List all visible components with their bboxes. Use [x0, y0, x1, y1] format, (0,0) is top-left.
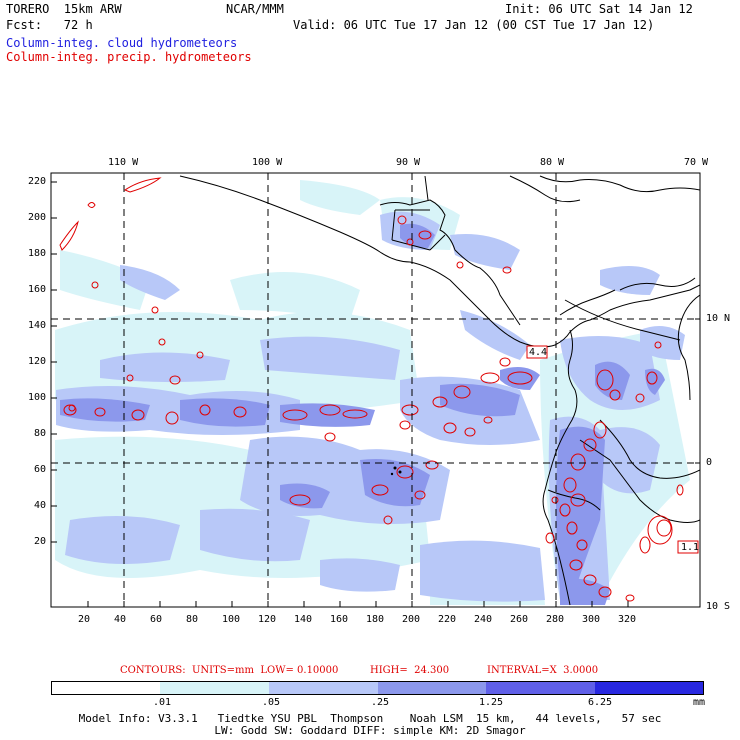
grid-y-tick-label: 140: [27, 320, 46, 331]
grid-x-tick-label: 160: [330, 614, 349, 625]
field-cloud-label: Column-integ. cloud hydrometeors: [6, 36, 238, 50]
grid-x-tick-label: 280: [546, 614, 565, 625]
grid-x-tick-label: 40: [114, 614, 127, 625]
grid-y-tick-label: 160: [27, 284, 46, 295]
contour-units-low: CONTOURS: UNITS=mm LOW= 0.10000: [120, 665, 339, 676]
grid-x-tick-label: 60: [150, 614, 163, 625]
axis-ticks: [51, 173, 701, 608]
legend-color-swatch: [52, 682, 160, 694]
map-point-markers: [390, 466, 402, 476]
field-precip-label: Column-integ. precip. hydrometeors: [6, 50, 252, 64]
valid-time: Valid: 06 UTC Tue 17 Jan 12 (00 CST Tue …: [293, 18, 655, 32]
grid-x-tick-label: 100: [222, 614, 241, 625]
legend-value: 6.25: [588, 697, 613, 708]
legend-color-swatch: [595, 682, 703, 694]
legend-unit: mm: [693, 697, 706, 708]
legend-colorbar: [51, 681, 704, 695]
legend-value: .25: [371, 697, 390, 708]
longitude-label: 110 W: [108, 157, 139, 168]
boxed-label-min-text: 1.1: [681, 542, 700, 553]
legend-color-swatch: [378, 682, 486, 694]
forecast-hour: Fcst: 72 h: [6, 18, 93, 32]
legend-color-swatch: [486, 682, 595, 694]
coastlines: [179, 175, 700, 606]
grid-x-tick-label: 260: [510, 614, 529, 625]
legend-color-swatch: [160, 682, 269, 694]
legend-color-swatch: [269, 682, 378, 694]
latitude-label: 10 S: [706, 601, 731, 612]
latitude-label: 0: [706, 457, 713, 468]
grid-x-tick-label: 320: [618, 614, 637, 625]
model-physics: LW: Godd SW: Goddard DIFF: simple KM: 2D…: [214, 724, 526, 737]
map-field: [55, 175, 700, 606]
grid-x-tick-label: 180: [366, 614, 385, 625]
longitude-label: 70 W: [684, 157, 709, 168]
boxed-label-max-text: 4.4: [529, 347, 548, 358]
org-label: NCAR/MMM: [226, 2, 284, 16]
grid-y-tick-label: 100: [27, 392, 46, 403]
precip-contours: [59, 177, 684, 602]
model-title: TORERO 15km ARW: [6, 2, 122, 16]
longitude-label: 90 W: [396, 157, 421, 168]
grid-x-tick-label: 140: [294, 614, 313, 625]
boxed-label-max: [526, 345, 548, 359]
grid-y-tick-label: 180: [27, 248, 46, 259]
grid-x-tick-label: 220: [438, 614, 457, 625]
grid-x-tick-label: 200: [402, 614, 421, 625]
model-info: Model Info: V3.3.1 Tiedtke YSU PBL Thomp…: [78, 712, 662, 725]
grid-y-tick-label: 60: [33, 464, 46, 475]
longitude-label: 100 W: [252, 157, 283, 168]
grid-y-tick-label: 20: [33, 536, 46, 547]
grid-x-tick-label: 300: [582, 614, 601, 625]
legend-value: .01: [153, 697, 172, 708]
grid-x-tick-label: 80: [186, 614, 199, 625]
longitude-label: 80 W: [540, 157, 565, 168]
grid-y-tick-label: 40: [33, 500, 46, 511]
latitude-label: 10 N: [706, 313, 731, 324]
grid-x-tick-label: 120: [258, 614, 277, 625]
boxed-label-min: [677, 540, 699, 554]
legend-value: .05: [262, 697, 281, 708]
legend-value: 1.25: [479, 697, 504, 708]
lat-lon-grid: [51, 173, 700, 607]
grid-y-tick-label: 80: [33, 428, 46, 439]
grid-y-tick-label: 200: [27, 212, 46, 223]
grid-x-tick-label: 240: [474, 614, 493, 625]
grid-y-tick-label: 220: [27, 176, 46, 187]
contour-interval: INTERVAL=X 3.0000: [487, 665, 599, 676]
contour-high: HIGH= 24.300: [370, 665, 450, 676]
grid-x-tick-label: 20: [78, 614, 91, 625]
init-time: Init: 06 UTC Sat 14 Jan 12: [505, 2, 693, 16]
grid-y-tick-label: 120: [27, 356, 46, 367]
